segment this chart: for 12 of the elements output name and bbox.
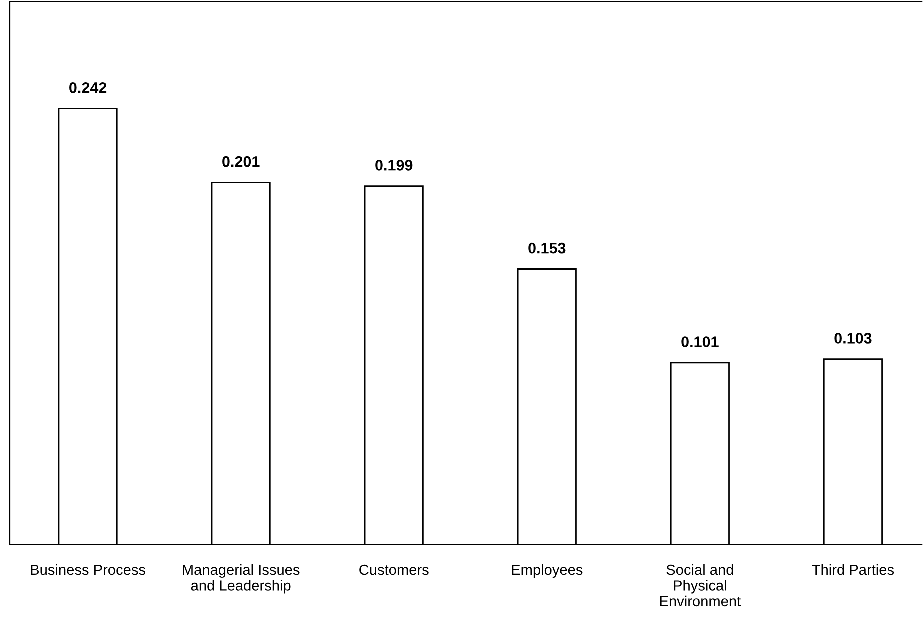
x-tick-label: Managerial Issues and Leadership [183, 564, 300, 594]
data-label: 0.153 [528, 242, 566, 254]
x-tick-label: Employees [512, 564, 583, 578]
data-label: 0.101 [682, 336, 719, 348]
x-tick-label: Customers [360, 564, 429, 576]
x-tick-label: Social and Physical Environment [660, 564, 742, 607]
x-tick-label: Third Parties [812, 564, 894, 576]
x-tick-label: Business Process [31, 564, 146, 576]
data-label: 0.242 [70, 82, 107, 94]
data-label: 0.201 [222, 156, 260, 168]
data-label: 0.199 [376, 160, 413, 171]
data-label: 0.103 [834, 333, 872, 344]
